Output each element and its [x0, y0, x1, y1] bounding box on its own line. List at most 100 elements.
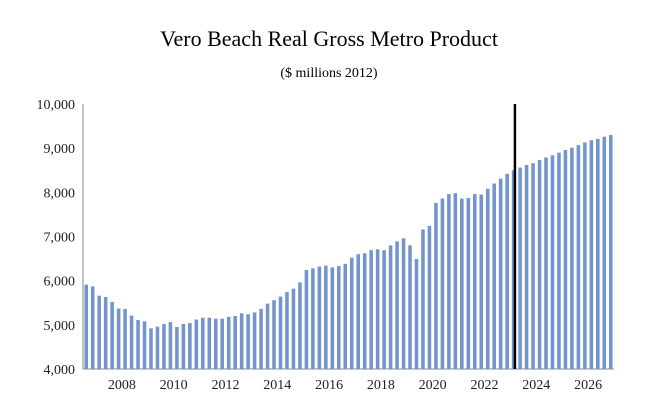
bar	[311, 268, 315, 369]
chart-title: Vero Beach Real Gross Metro Product	[160, 26, 498, 51]
bar	[472, 194, 477, 369]
bar	[395, 241, 399, 369]
bar	[110, 301, 114, 369]
bar	[479, 194, 484, 369]
bar	[317, 266, 322, 369]
bar	[576, 145, 581, 369]
x-tick-label: 2014	[263, 378, 291, 393]
bar	[246, 314, 250, 369]
y-tick-label: 5,000	[44, 319, 76, 334]
bar	[343, 263, 348, 369]
bar	[201, 317, 205, 369]
x-tick-label: 2016	[315, 378, 343, 393]
bar	[440, 198, 445, 369]
bar	[388, 245, 393, 369]
bar	[84, 284, 89, 369]
bar	[278, 296, 283, 369]
bar	[90, 286, 95, 369]
bar	[136, 319, 140, 369]
y-tick-label: 8,000	[44, 186, 76, 201]
y-tick-label: 7,000	[44, 231, 76, 246]
bar	[298, 282, 302, 369]
bar	[168, 322, 173, 369]
bar	[226, 316, 231, 369]
x-tick-label: 2010	[160, 378, 188, 393]
bar	[97, 295, 101, 369]
bar	[259, 308, 263, 369]
bar	[349, 257, 354, 369]
bar	[498, 178, 503, 369]
bar	[583, 142, 587, 369]
y-tick-label: 4,000	[44, 363, 76, 378]
bar	[447, 194, 451, 369]
x-tick-label: 2026	[574, 378, 602, 393]
bar	[149, 328, 153, 369]
bar	[155, 326, 160, 369]
bar	[123, 308, 127, 369]
bar	[414, 259, 419, 369]
bar	[518, 167, 522, 369]
bar	[103, 297, 108, 369]
bar	[434, 202, 438, 369]
bar	[460, 198, 464, 369]
bar	[408, 245, 412, 369]
x-tick-label: 2022	[470, 378, 498, 393]
bar	[369, 250, 373, 369]
x-tick-label: 2012	[211, 378, 239, 393]
bar	[608, 134, 613, 369]
bar	[563, 149, 568, 369]
bar	[291, 288, 296, 369]
bar	[337, 266, 341, 369]
bar	[213, 318, 218, 369]
bar	[175, 327, 179, 369]
bar	[181, 323, 186, 369]
y-tick-label: 10,000	[37, 98, 76, 113]
bar	[544, 157, 548, 369]
bar	[401, 238, 406, 369]
bar	[233, 316, 237, 369]
chart-subtitle: ($ millions 2012)	[280, 66, 378, 81]
bar	[330, 267, 335, 369]
y-tick-label: 9,000	[44, 142, 76, 157]
bar	[485, 188, 490, 369]
bar	[162, 323, 166, 369]
bar	[466, 198, 471, 369]
bar	[304, 270, 309, 369]
bar	[550, 155, 555, 369]
bar	[285, 292, 289, 369]
bar	[142, 321, 147, 369]
bar	[252, 312, 257, 369]
bar	[505, 173, 509, 369]
bar	[602, 136, 607, 369]
bar	[453, 193, 458, 369]
bar	[524, 164, 529, 369]
bar	[362, 253, 367, 369]
bar	[589, 140, 594, 369]
bar	[557, 152, 561, 369]
bar	[207, 317, 212, 369]
bar	[265, 303, 270, 369]
x-tick-label: 2020	[419, 378, 447, 393]
x-tick-label: 2024	[522, 378, 550, 393]
bar	[531, 163, 535, 369]
y-tick-label: 6,000	[44, 275, 76, 290]
bar	[537, 160, 542, 369]
bar	[492, 183, 496, 369]
bar	[570, 147, 574, 369]
bar	[272, 300, 276, 369]
bar	[188, 323, 192, 369]
bar	[239, 313, 244, 369]
bar	[427, 225, 432, 369]
bar	[356, 254, 360, 369]
bar	[511, 170, 516, 369]
bar	[220, 318, 225, 369]
bar	[129, 315, 134, 369]
bar	[194, 319, 199, 369]
bar	[596, 138, 600, 369]
bar	[375, 249, 380, 369]
x-tick-label: 2018	[367, 378, 395, 393]
bar	[421, 229, 425, 369]
x-tick-label: 2008	[108, 378, 136, 393]
